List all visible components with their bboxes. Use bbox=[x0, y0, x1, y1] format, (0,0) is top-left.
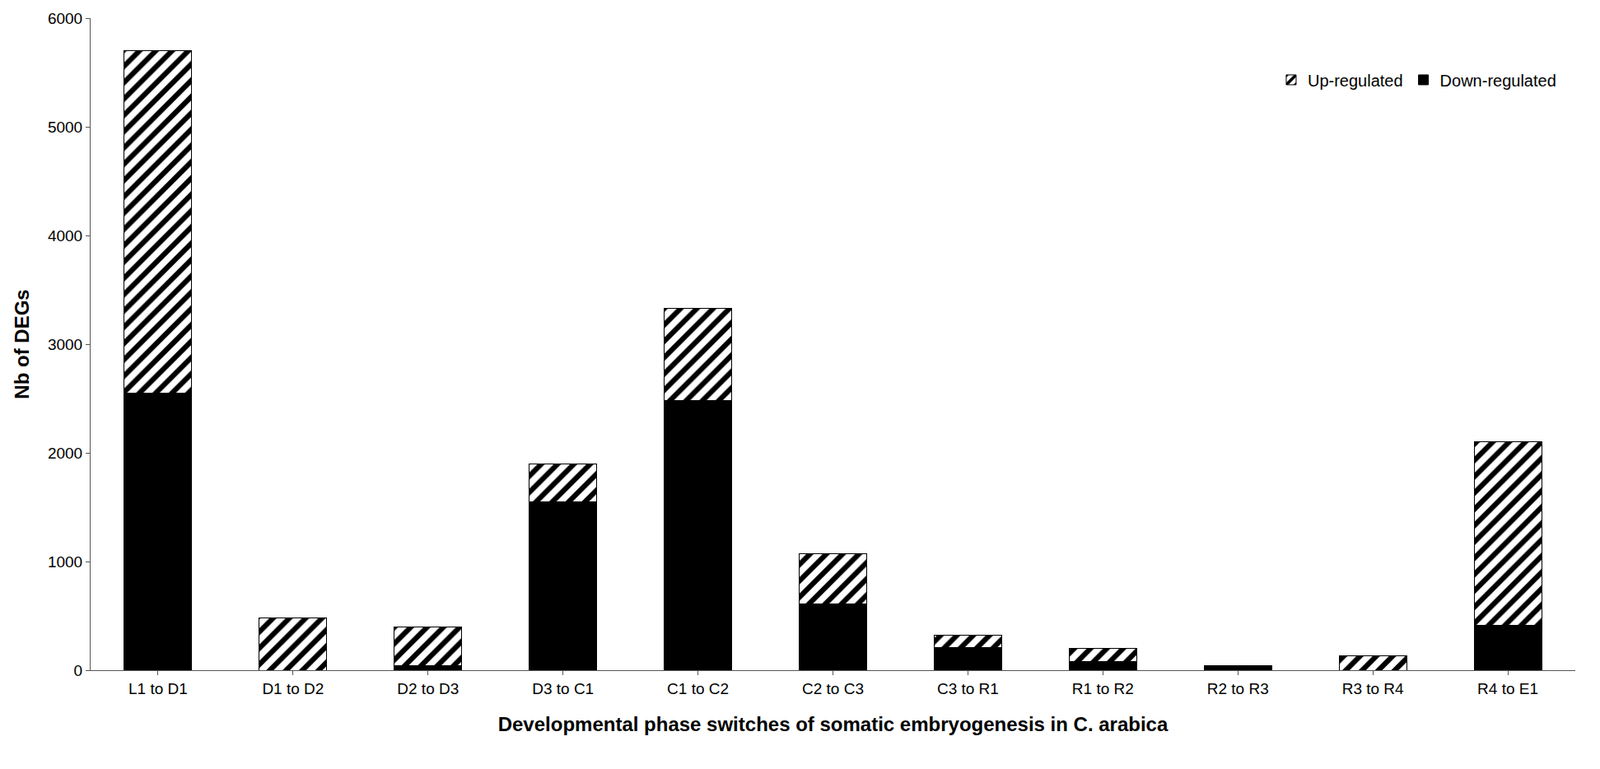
svg-text:Down-regulated: Down-regulated bbox=[1440, 71, 1557, 90]
svg-text:0: 0 bbox=[74, 662, 84, 680]
svg-text:D3 to C1: D3 to C1 bbox=[531, 680, 594, 698]
svg-text:C2 to C3: C2 to C3 bbox=[802, 680, 864, 698]
svg-text:R2 to R3: R2 to R3 bbox=[1207, 680, 1269, 698]
svg-text:C1 to C2: C1 to C2 bbox=[667, 680, 729, 698]
svg-text:R4 to E1: R4 to E1 bbox=[1477, 680, 1539, 698]
svg-text:1000: 1000 bbox=[47, 553, 83, 571]
svg-text:C3 to R1: C3 to R1 bbox=[937, 680, 999, 698]
svg-text:D2 to D3: D2 to D3 bbox=[396, 680, 459, 698]
svg-text:R3 to R4: R3 to R4 bbox=[1342, 680, 1405, 698]
svg-text:6000: 6000 bbox=[47, 9, 83, 28]
svg-text:R1 to R2: R1 to R2 bbox=[1072, 680, 1134, 698]
svg-text:Developmental phase switches o: Developmental phase switches of somatic … bbox=[498, 713, 1169, 736]
svg-text:Nb of DEGs: Nb of DEGs bbox=[10, 289, 33, 399]
svg-text:3000: 3000 bbox=[47, 335, 83, 354]
svg-text:4000: 4000 bbox=[47, 227, 83, 245]
svg-text:L1 to D1: L1 to D1 bbox=[128, 680, 188, 698]
svg-text:D1 to D2: D1 to D2 bbox=[261, 680, 324, 698]
svg-text:2000: 2000 bbox=[47, 444, 83, 462]
svg-text:5000: 5000 bbox=[47, 118, 83, 136]
svg-text:Up-regulated: Up-regulated bbox=[1307, 71, 1404, 90]
